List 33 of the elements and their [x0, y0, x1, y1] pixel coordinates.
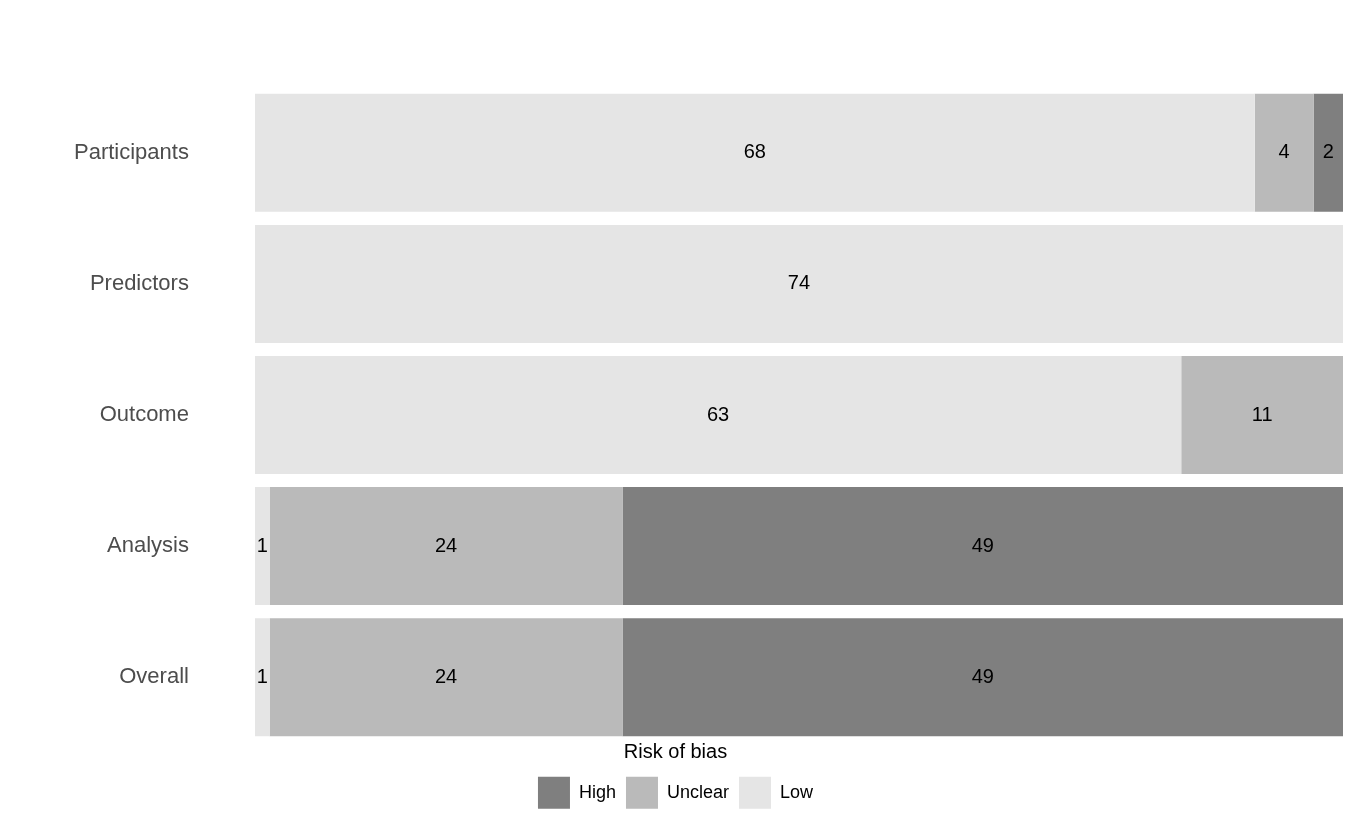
bar [254, 618, 270, 737]
data-label: 49 [971, 664, 994, 687]
data-label: 63 [706, 402, 730, 425]
bar [254, 93, 1255, 212]
legend-label: High [578, 781, 616, 802]
bar [269, 618, 623, 737]
data-label: 4 [1278, 140, 1290, 163]
bar [622, 487, 1343, 606]
data-label: 24 [434, 664, 458, 687]
data-label: 1 [256, 533, 268, 556]
data-label: 68 [743, 140, 766, 163]
legend-title: Risk of bias [623, 740, 728, 763]
legend-label: Unclear [666, 781, 730, 802]
bar [254, 224, 1343, 343]
y-tick-label: Outcome [99, 401, 189, 427]
y-tick-label: Analysis [107, 532, 189, 558]
bar [1313, 93, 1343, 212]
data-label: 49 [971, 533, 994, 556]
data-label: 1 [256, 664, 268, 687]
data-label: 11 [1251, 402, 1273, 425]
y-tick-label: Participants [73, 138, 189, 164]
bar [622, 618, 1343, 737]
y-tick-label: Predictors [89, 269, 189, 295]
bar [254, 356, 1182, 474]
legend-label: Low [780, 781, 815, 802]
data-label: 74 [787, 271, 811, 294]
data-label: 24 [434, 533, 458, 556]
bar [1254, 93, 1314, 212]
y-tick-label: Overall [119, 663, 189, 689]
data-label: 2 [1322, 140, 1334, 163]
bar [1181, 356, 1343, 474]
bar [269, 487, 623, 606]
bar [254, 487, 270, 606]
